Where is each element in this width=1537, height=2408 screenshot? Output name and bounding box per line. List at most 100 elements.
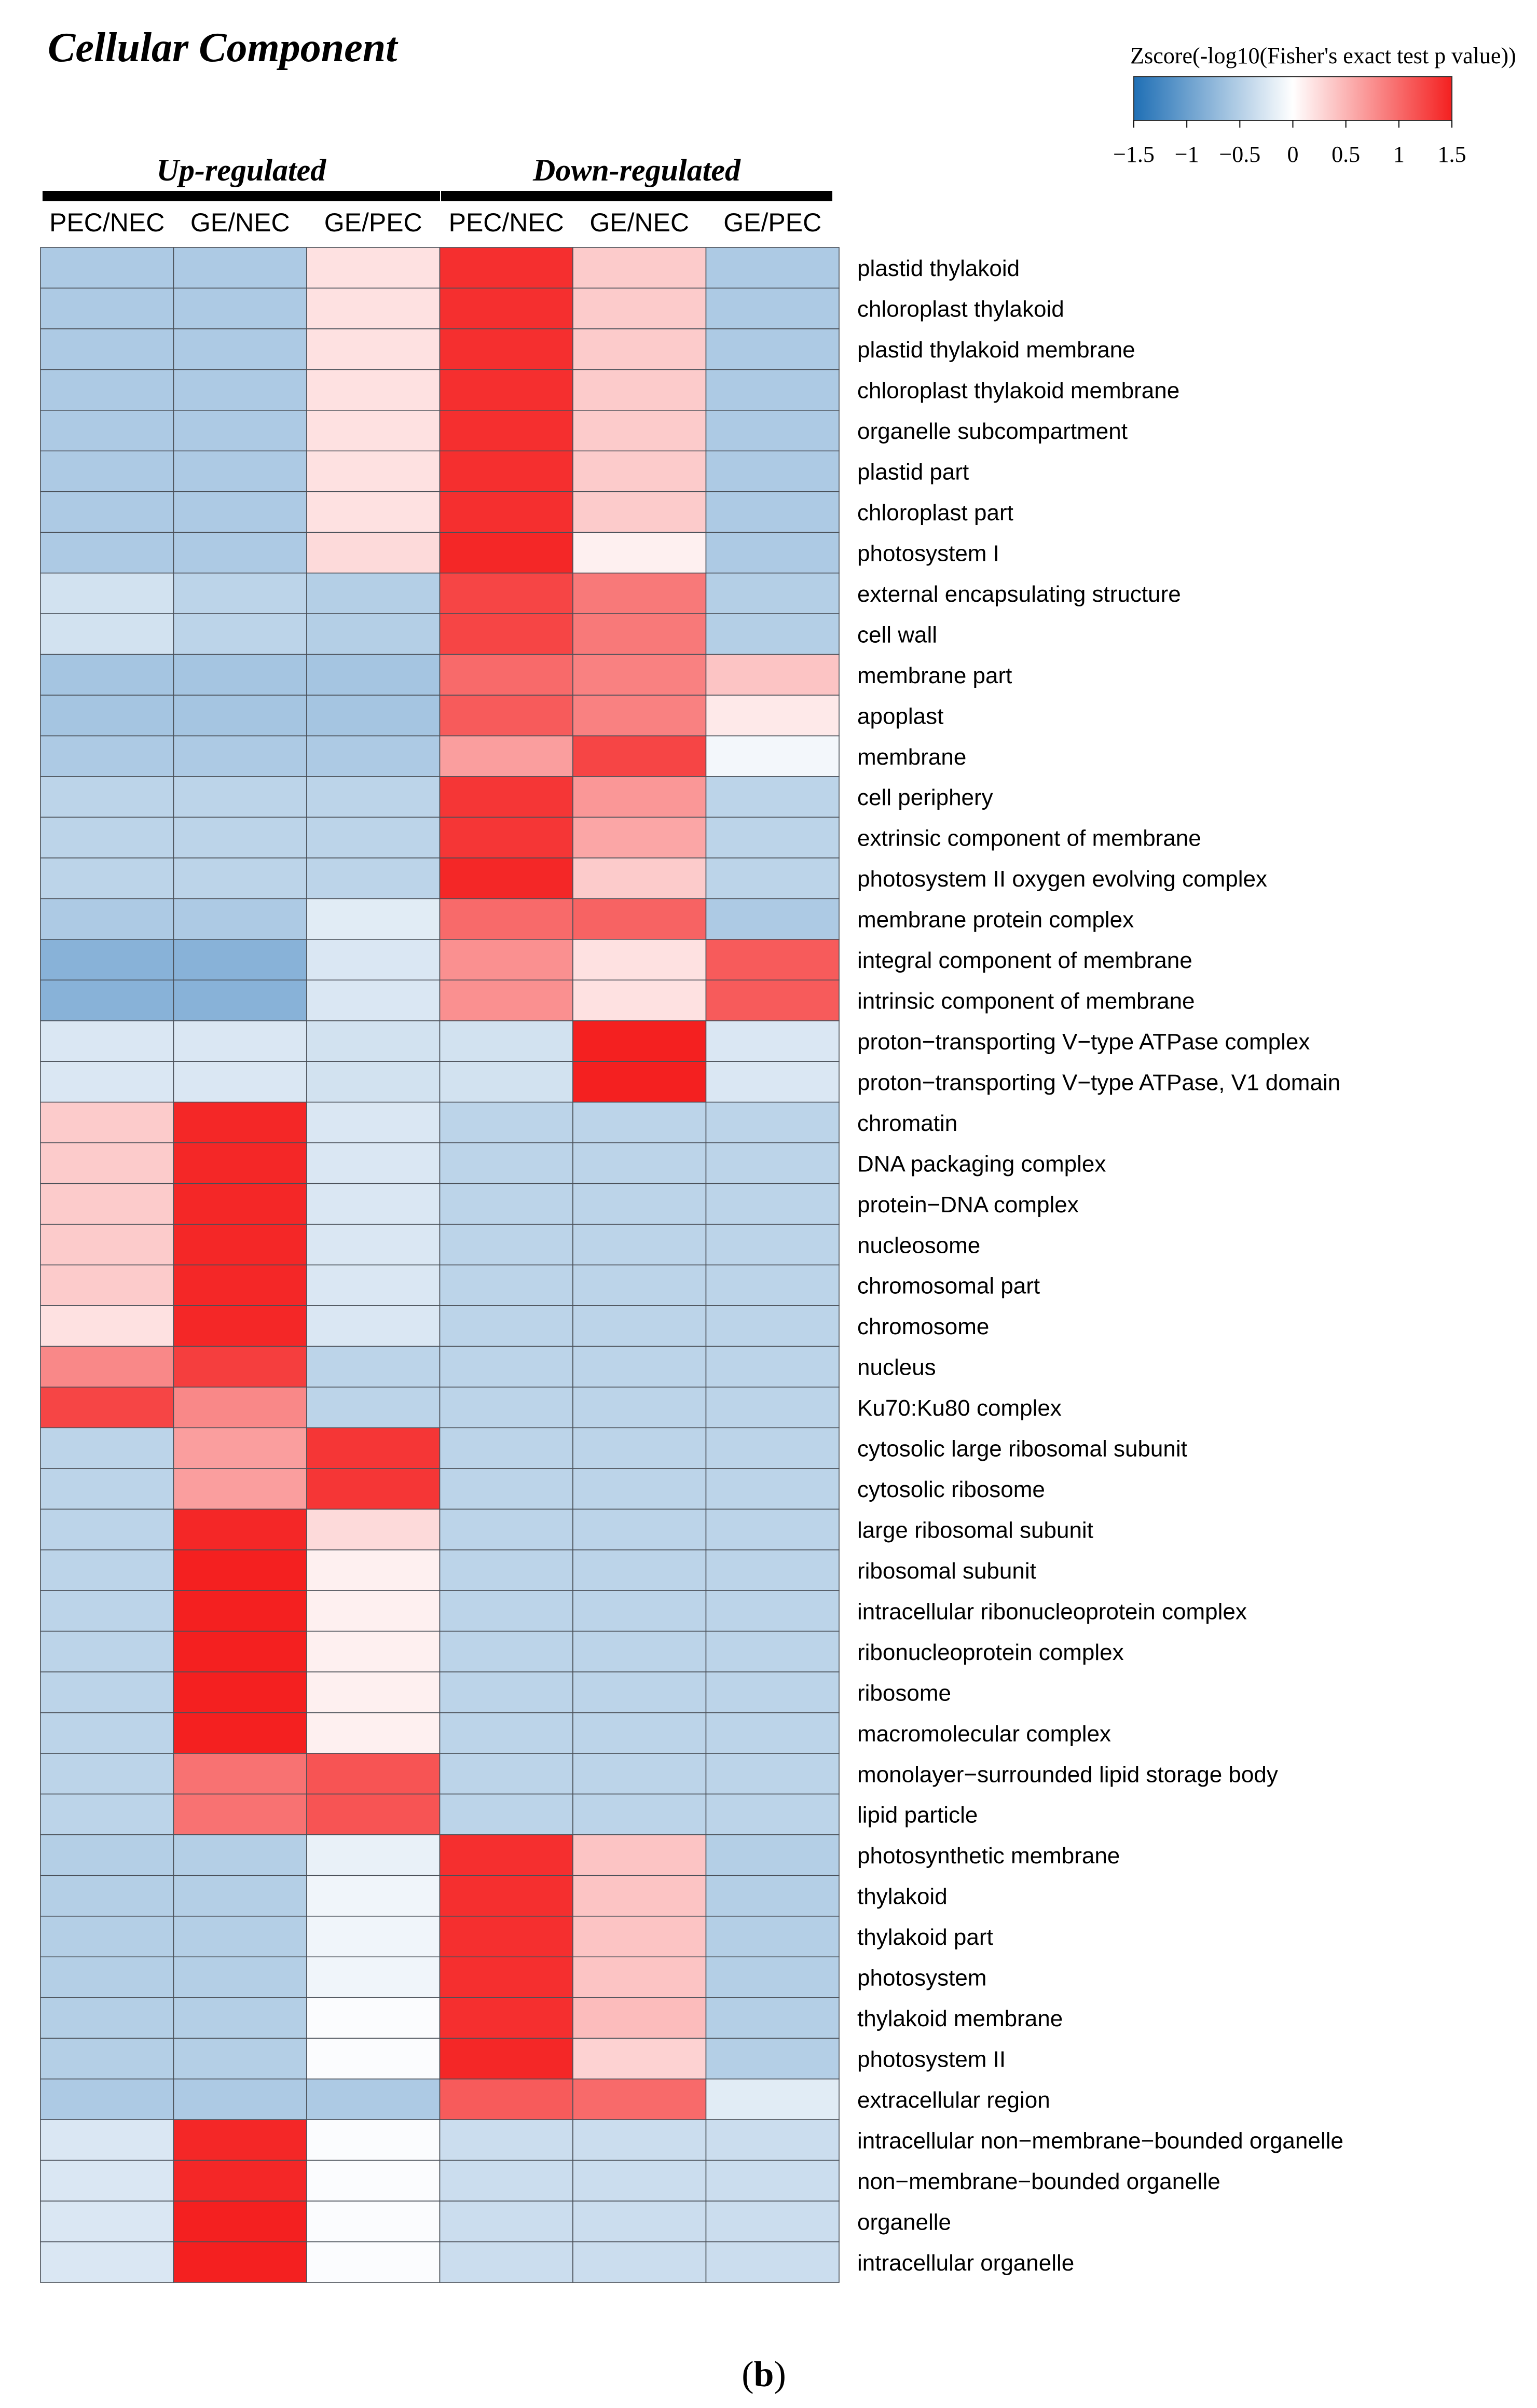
heatmap-cell (40, 1834, 174, 1876)
heatmap-cell (705, 2241, 840, 2283)
heatmap-cell (705, 532, 840, 574)
row-labels: plastid thylakoid chloroplast thylakoid pl… (857, 256, 1343, 2276)
row-label: photosynthetic membrane (857, 1843, 1120, 1869)
heatmap-cell (173, 1509, 307, 1551)
row-label: chromatin (857, 1111, 957, 1136)
row-label: extracellular region (857, 2087, 1050, 2113)
heatmap-cell (439, 1875, 573, 1917)
heatmap-cell (173, 2241, 307, 2283)
heatmap-cell (572, 1590, 707, 1632)
heatmap-cell (572, 2119, 707, 2161)
heatmap-cell (173, 1264, 307, 1306)
heatmap-cell (705, 1753, 840, 1795)
heatmap-cell (705, 613, 840, 655)
heatmap-cell (705, 1630, 840, 1672)
heatmap-cell (705, 1509, 840, 1551)
heatmap-cell (439, 1224, 573, 1266)
heatmap-cell (173, 532, 307, 574)
row-label: proton−transporting V−type ATPase comple… (857, 1029, 1310, 1055)
heatmap-cell (306, 287, 441, 329)
heatmap-cell (705, 572, 840, 614)
row-label: cell periphery (857, 785, 993, 810)
heatmap-cell (439, 1061, 573, 1103)
heatmap-cell (572, 1793, 707, 1835)
row-label: membrane part (857, 663, 1012, 688)
colorbar-tick-label: −1.5 (1113, 142, 1155, 167)
heatmap-cell (40, 287, 174, 329)
heatmap-cell (173, 857, 307, 899)
group-header-label: Down-regulated (532, 153, 741, 187)
heatmap-cell (572, 2160, 707, 2202)
heatmap-cell (439, 2201, 573, 2243)
heatmap-cell (572, 939, 707, 981)
heatmap-cell (40, 1916, 174, 1958)
heatmap-cell (40, 1712, 174, 1754)
column-labels: PEC/NEC GE/NEC GE/PEC PEC/NEC GE/NEC GE/PEC (49, 208, 821, 237)
heatmap-cell (572, 1468, 707, 1510)
heatmap-cell (306, 2038, 441, 2080)
heatmap-cell (306, 1549, 441, 1591)
row-label: cytosolic large ribosomal subunit (857, 1436, 1187, 1462)
heatmap-cell (40, 1997, 174, 2039)
heatmap-cell (306, 369, 441, 411)
heatmap-cell (173, 1834, 307, 1876)
row-label: lipid particle (857, 1803, 978, 1828)
heatmap-cell (572, 1509, 707, 1551)
heatmap-cell (306, 2119, 441, 2161)
heatmap-cell (572, 2201, 707, 2243)
heatmap-cell (173, 247, 307, 289)
heatmap-cell (306, 1183, 441, 1225)
heatmap-cell (173, 1793, 307, 1835)
heatmap-cell (306, 1224, 441, 1266)
row-label: extrinsic component of membrane (857, 826, 1201, 851)
heatmap-cell (40, 1671, 174, 1713)
heatmap-cell (173, 1875, 307, 1917)
heatmap-cell (439, 857, 573, 899)
heatmap-cell (439, 695, 573, 737)
column-label: GE/PEC (723, 208, 821, 237)
colorbar-tick-label: 1 (1393, 142, 1405, 167)
heatmap-cell (40, 898, 174, 940)
heatmap-cell (705, 1061, 840, 1103)
heatmap-cell (40, 1875, 174, 1917)
heatmap-cell (40, 1590, 174, 1632)
heatmap-cell (705, 1916, 840, 1958)
heatmap-cell (306, 1509, 441, 1551)
heatmap-cell (572, 532, 707, 574)
heatmap-cell (439, 735, 573, 777)
heatmap-cell (173, 1020, 307, 1062)
column-label: PEC/NEC (449, 208, 564, 237)
heatmap-cell (572, 1142, 707, 1184)
row-label: chloroplast thylakoid (857, 297, 1064, 322)
heatmap-cell (306, 1264, 441, 1306)
colorbar-tick-label: −1 (1175, 142, 1199, 167)
heatmap-cell (40, 2038, 174, 2080)
heatmap-cell (40, 247, 174, 289)
heatmap-cell (439, 939, 573, 981)
heatmap-cell (572, 979, 707, 1021)
column-label: GE/NEC (589, 208, 689, 237)
heatmap-cell (572, 2241, 707, 2283)
colorbar-tick-label: 0.5 (1332, 142, 1360, 167)
heatmap-cell (173, 1427, 307, 1469)
heatmap-cell (306, 1468, 441, 1510)
heatmap-cell (173, 2078, 307, 2120)
heatmap-cell (306, 1427, 441, 1469)
row-label: organelle subcompartment (857, 419, 1128, 444)
heatmap-cell (572, 1305, 707, 1347)
colorbar-tick-label: 1.5 (1438, 142, 1466, 167)
heatmap-cells (40, 247, 840, 2283)
group-header-bar (441, 191, 832, 201)
heatmap-cell (705, 1712, 840, 1754)
heatmap-cell (173, 369, 307, 411)
heatmap-cell (173, 1468, 307, 1510)
heatmap-cell (173, 1671, 307, 1713)
heatmap-cell (306, 898, 441, 940)
row-label: ribonucleoprotein complex (857, 1640, 1124, 1665)
heatmap-cell (572, 572, 707, 614)
heatmap-cell (306, 2241, 441, 2283)
row-label: plastid thylakoid (857, 256, 1020, 281)
heatmap-cell (306, 1101, 441, 1143)
heatmap-cell (705, 1590, 840, 1632)
heatmap-cell (306, 1590, 441, 1632)
